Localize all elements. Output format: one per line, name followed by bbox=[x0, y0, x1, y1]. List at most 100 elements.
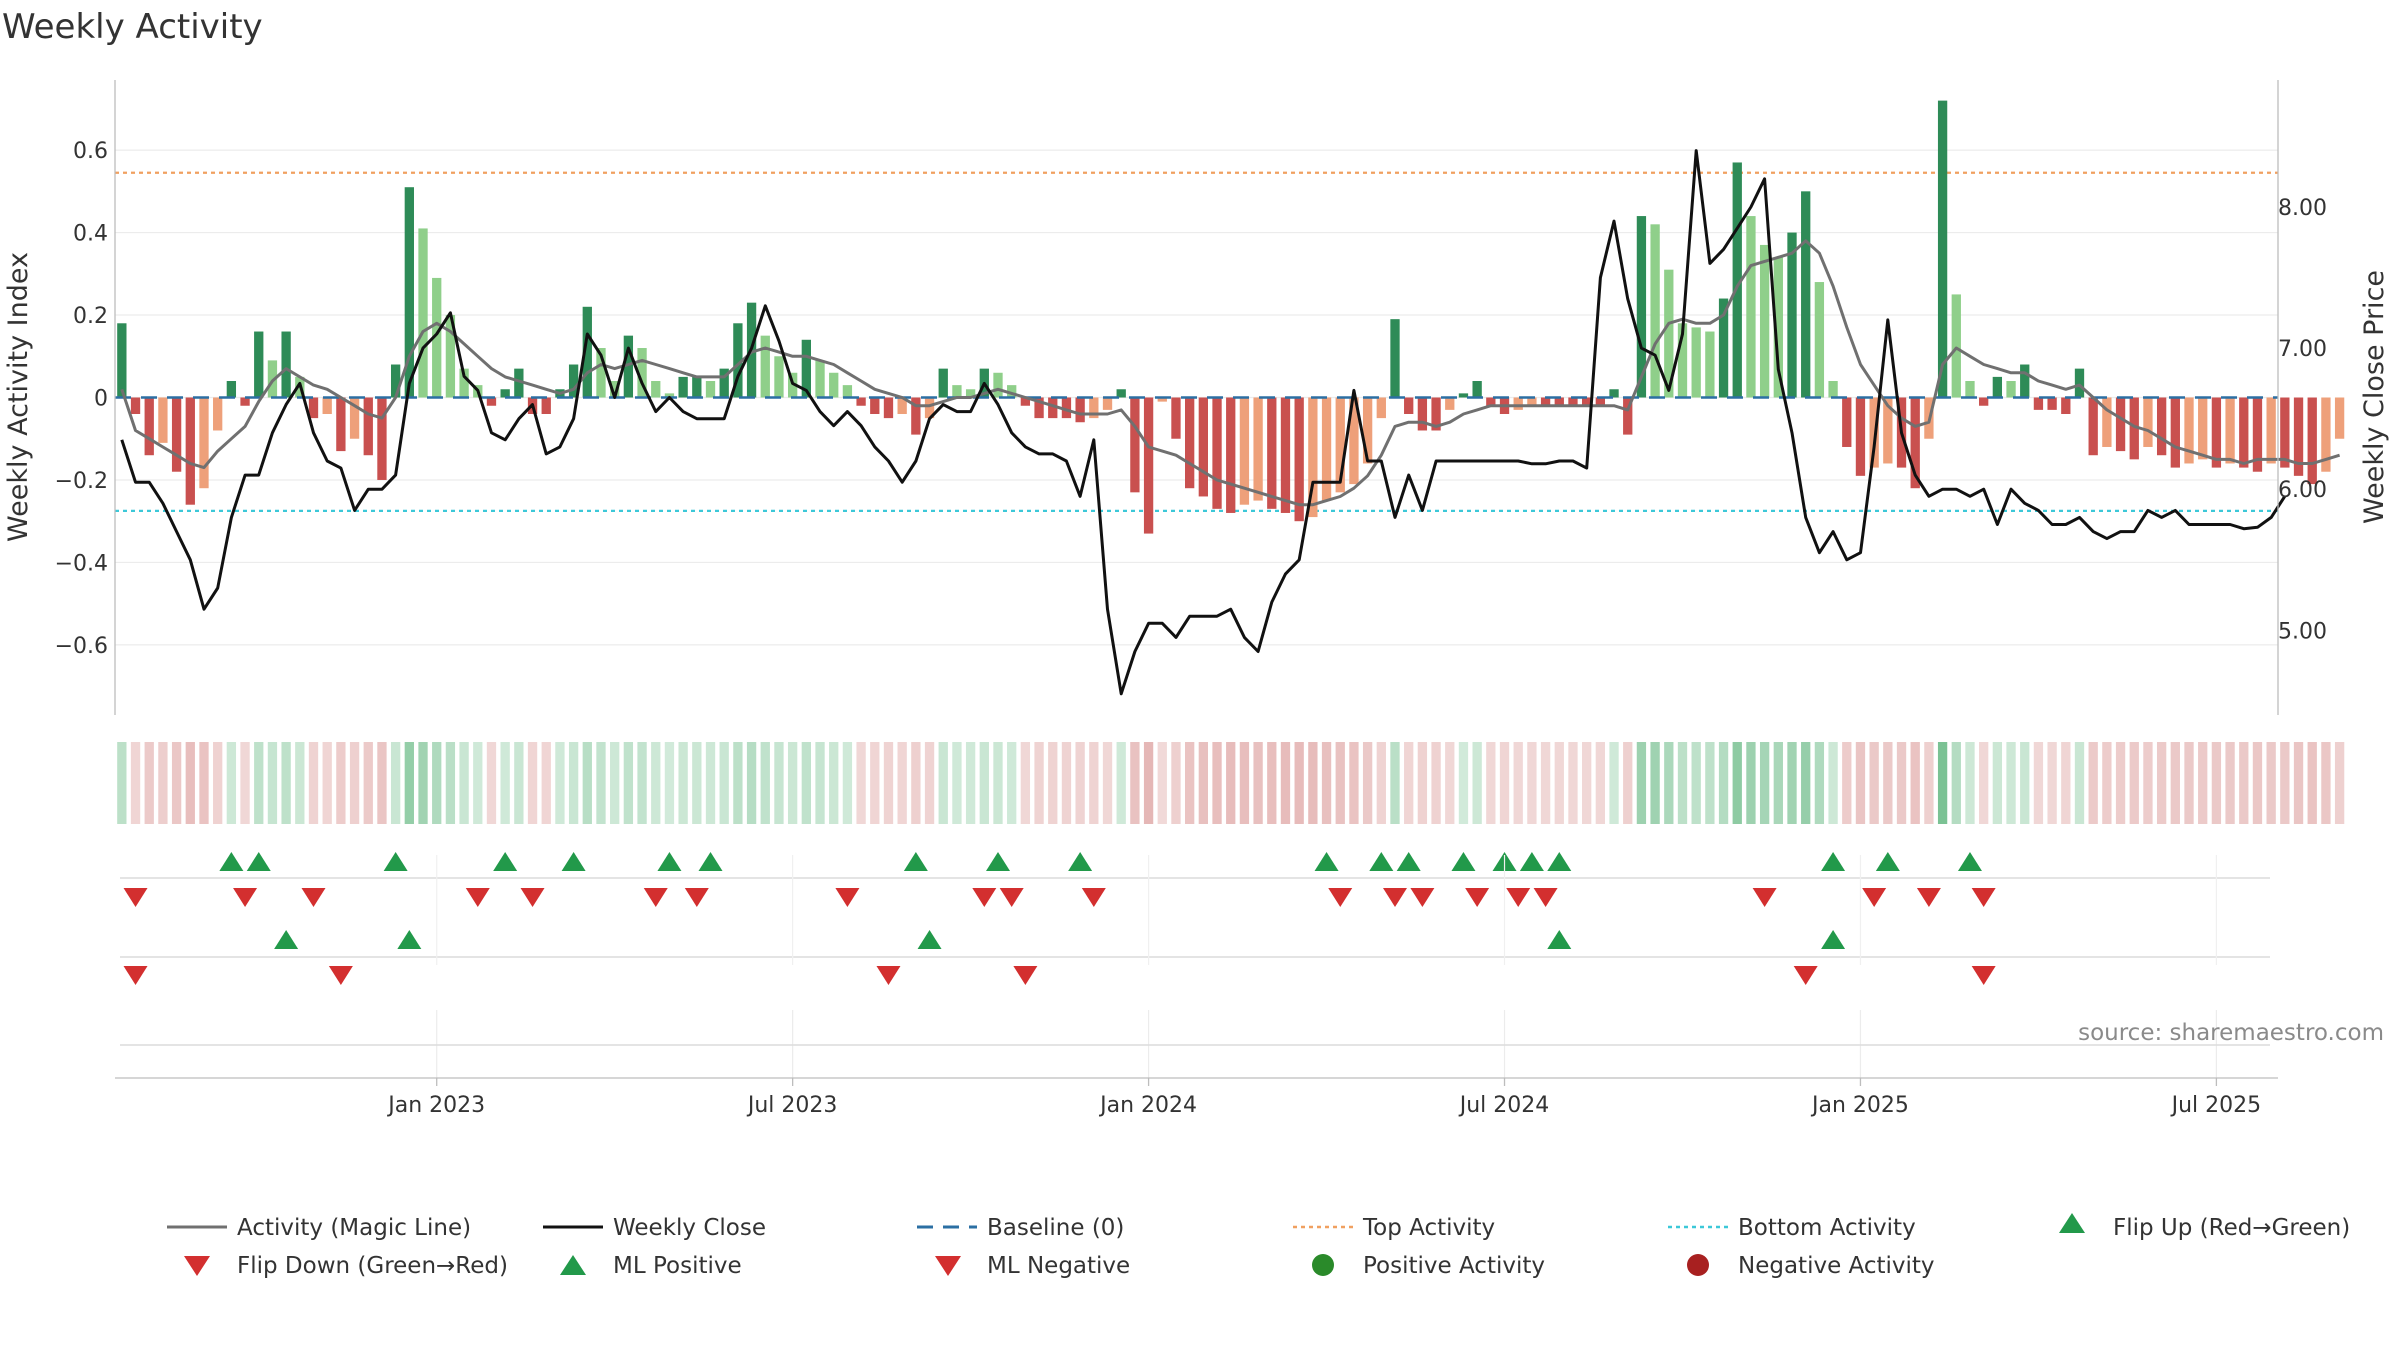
activity-bar bbox=[1842, 397, 1852, 447]
activity-bar bbox=[213, 397, 223, 431]
heat-cell bbox=[117, 742, 127, 824]
legend-ml-negative-marker bbox=[935, 1256, 961, 1276]
flip-down-marker bbox=[684, 888, 709, 907]
heat-cell bbox=[1472, 742, 1482, 824]
legend-weekly-close: Weekly Close bbox=[543, 1215, 766, 1241]
flip-down-marker bbox=[301, 888, 326, 907]
flip-down-marker bbox=[1533, 888, 1558, 907]
activity-bar bbox=[130, 397, 141, 414]
heat-cell bbox=[1924, 742, 1934, 824]
activity-bar bbox=[1130, 397, 1140, 493]
activity-bar bbox=[445, 315, 456, 398]
activity-bar bbox=[815, 360, 825, 398]
activity-bar bbox=[1417, 397, 1428, 431]
heat-cell bbox=[1486, 742, 1496, 824]
activity-bar bbox=[1540, 397, 1551, 406]
heat-cell bbox=[1623, 742, 1633, 824]
heat-cell bbox=[432, 742, 442, 824]
y-tick-label: −0.2 bbox=[55, 469, 108, 494]
flip-down-marker bbox=[1506, 888, 1531, 907]
flip-down-marker bbox=[1328, 888, 1353, 907]
activity-bar bbox=[2129, 397, 2139, 460]
flip-down-marker bbox=[643, 888, 668, 907]
heat-cell bbox=[240, 742, 250, 824]
heat-cell bbox=[1855, 742, 1866, 824]
legend-baseline-label: Baseline (0) bbox=[987, 1215, 1124, 1241]
activity-bar bbox=[2074, 368, 2085, 398]
source-text: source: sharemaestro.com bbox=[2078, 1020, 2384, 1046]
heat-cell bbox=[254, 742, 264, 824]
flip-down-marker bbox=[972, 888, 997, 907]
heat-cell bbox=[1280, 742, 1291, 824]
activity-bar bbox=[1486, 397, 1496, 406]
activity-bar bbox=[842, 385, 853, 398]
x-axis: Jan 2023 Jul 2023 Jan 2024 Jul 2024 Jan 2025… bbox=[115, 855, 2278, 1118]
activity-bar bbox=[1937, 100, 1948, 398]
activity-bar bbox=[692, 376, 702, 398]
activity-bar bbox=[2334, 397, 2345, 439]
activity-bar bbox=[1239, 397, 1250, 505]
heat-cell bbox=[1431, 742, 1441, 824]
activity-bar bbox=[678, 376, 688, 398]
activity-bar bbox=[486, 397, 497, 406]
heat-cell bbox=[911, 742, 921, 824]
y-tick-label: 0.2 bbox=[73, 304, 108, 329]
activity-bar bbox=[418, 228, 428, 398]
heat-cell bbox=[938, 742, 948, 824]
heat-cell bbox=[1130, 742, 1140, 824]
heat-cell bbox=[418, 742, 428, 824]
heat-cell bbox=[897, 742, 907, 824]
flip-up-marker bbox=[1821, 852, 1846, 871]
x-tick-label: Jul 2024 bbox=[1458, 1093, 1550, 1118]
heat-cell bbox=[1362, 742, 1373, 824]
heat-cell bbox=[1937, 742, 1948, 824]
ml-negative-marker bbox=[328, 966, 353, 985]
activity-bar bbox=[1527, 397, 1537, 406]
heat-cell bbox=[377, 742, 387, 824]
legend-flip-up-marker bbox=[2059, 1213, 2085, 1233]
activity-bar bbox=[2047, 397, 2057, 410]
ml-negative-marker bbox=[876, 966, 901, 985]
ml-positive-marker bbox=[274, 930, 299, 949]
heat-cell bbox=[473, 742, 483, 824]
activity-bar bbox=[1623, 397, 1633, 435]
flip-down-marker bbox=[1410, 888, 1435, 907]
activity-bar bbox=[1595, 397, 1606, 406]
series-lines bbox=[115, 149, 2341, 696]
activity-bar bbox=[1034, 397, 1044, 419]
activity-bar bbox=[185, 397, 195, 505]
activity-bar bbox=[1362, 397, 1373, 464]
activity-bar bbox=[1335, 397, 1345, 493]
heat-cell bbox=[1650, 742, 1660, 824]
legend-positive-activity: Positive Activity bbox=[1312, 1253, 1545, 1279]
activity-bar bbox=[651, 381, 661, 398]
heat-cell bbox=[363, 742, 373, 824]
heat-cell bbox=[883, 742, 894, 824]
activity-bar bbox=[500, 389, 510, 398]
y-tick-label: −0.4 bbox=[55, 551, 108, 576]
heat-cell bbox=[2321, 742, 2331, 824]
heat-cell bbox=[2033, 742, 2044, 824]
heat-cell bbox=[842, 742, 853, 824]
legend: Activity (Magic Line) Weekly Close Basel… bbox=[167, 1213, 2350, 1279]
activity-bar bbox=[2061, 397, 2071, 414]
activity-bar bbox=[705, 381, 716, 398]
y-tick-label: −0.6 bbox=[55, 634, 108, 659]
heat-cell bbox=[1732, 742, 1742, 824]
activity-bar bbox=[596, 348, 606, 398]
activity-bar bbox=[1075, 397, 1085, 423]
heat-cell bbox=[2061, 742, 2071, 824]
heat-cell bbox=[993, 742, 1003, 824]
activity-bar bbox=[2184, 397, 2194, 464]
activity-bar bbox=[1198, 397, 1208, 497]
heat-cell bbox=[1992, 742, 2003, 824]
x-tick-label: Jan 2023 bbox=[386, 1093, 485, 1118]
heat-cell bbox=[1308, 742, 1318, 824]
heat-cell bbox=[1417, 742, 1428, 824]
heat-cell bbox=[1061, 742, 1072, 824]
y-tick-label: 0.6 bbox=[73, 139, 108, 164]
activity-bar bbox=[733, 323, 743, 398]
heat-cell bbox=[1458, 742, 1469, 824]
flip-up-marker bbox=[985, 852, 1010, 871]
activity-bar bbox=[2143, 397, 2153, 447]
